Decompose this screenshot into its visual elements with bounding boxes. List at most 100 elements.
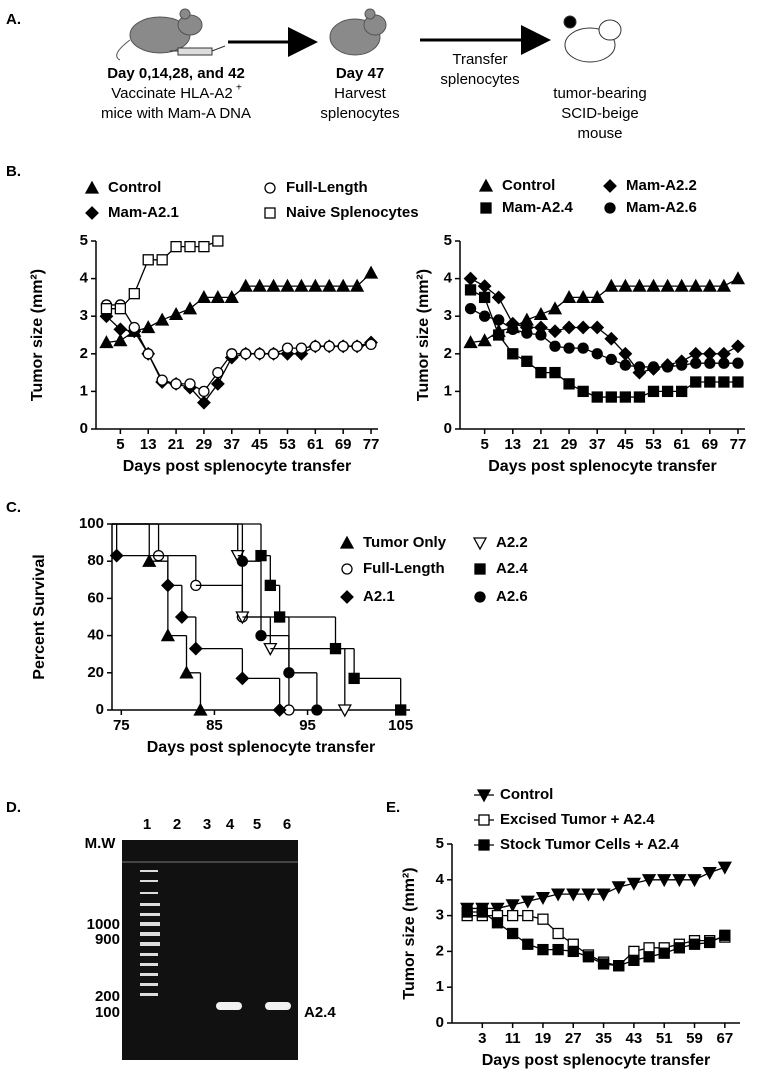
step-text: mouse [577,125,622,142]
marker [493,314,505,326]
marker [240,348,252,360]
x-tick-label: 35 [595,1030,612,1047]
legend-marker [476,789,492,803]
marker [170,240,182,253]
marker [657,874,672,888]
x-tick-label: 75 [113,717,130,734]
x-tick-label: 43 [626,1030,643,1047]
legend-marker [264,207,276,219]
marker [661,361,674,373]
step-title: Day 47 [336,65,384,82]
marker [591,348,603,360]
marker [336,278,351,292]
marker [309,340,321,352]
marker [491,917,504,929]
marker [604,331,619,346]
marker [266,278,281,292]
marker [604,278,619,292]
marker [363,265,379,279]
legend-marker [604,202,616,214]
lane-label: 5 [253,816,261,833]
marker [548,324,562,339]
mouse-icon [329,8,387,56]
legend-label: Full-Length [286,179,368,196]
marker [661,385,674,398]
marker [294,278,309,292]
panel-label: A. [6,11,21,28]
legend-label: Excised Tumor + A2.4 [500,811,655,828]
x-tick-label: 19 [535,1030,552,1047]
marker [702,278,717,292]
marker [196,290,212,304]
legend-marker [474,563,486,575]
x-tick-label: 37 [223,436,240,453]
marker [628,954,640,966]
band [265,1002,291,1010]
x-tick-label: 53 [279,436,296,453]
y-axis-title: Tumor size (mm²) [415,269,432,401]
marker [643,951,655,963]
marker [626,877,641,891]
marker [647,385,660,398]
y-tick-label: 1 [80,382,88,399]
x-tick-label: 51 [656,1030,673,1047]
lane-label: 3 [203,816,211,833]
y-tick-label: 100 [79,515,104,532]
marker [690,357,702,369]
marker [552,943,564,956]
legend-label: Control [502,177,555,194]
marker [731,339,745,354]
step-text: SCID-beige [561,105,639,122]
x-tick-label: 5 [116,436,124,453]
marker [365,338,377,351]
marker [395,704,407,716]
legend-marker [472,537,488,551]
marker [641,874,657,888]
size-label: 200 [95,988,120,1005]
legend-label: Tumor Only [363,534,447,551]
marker [730,271,746,285]
x-axis-title: Days post splenocyte transfer [147,739,376,756]
marker [197,395,211,410]
marker [567,945,579,958]
x-tick-label: 69 [335,436,352,453]
marker [491,290,506,305]
marker [704,936,716,949]
panel-label: B. [6,163,21,180]
marker [732,357,744,369]
marker [537,943,549,956]
marker [660,278,675,292]
marker [281,342,294,354]
marker [582,951,595,963]
y-tick-label: 40 [87,627,104,644]
x-tick-label: 95 [299,717,316,734]
y-tick-label: 80 [87,552,104,569]
marker [611,881,626,895]
marker [521,327,533,339]
marker [168,306,184,320]
lane-label: 6 [283,816,291,833]
marker [100,303,113,315]
marker [238,278,253,292]
x-tick-label: 3 [478,1030,486,1047]
legend-marker [474,591,486,603]
y-tick-label: 4 [436,871,445,888]
legend-marker [478,839,490,851]
marker [156,254,168,266]
marker [676,385,688,398]
marker [280,278,295,292]
marker [311,704,323,716]
marker [717,861,732,875]
band [216,1002,242,1010]
lane-label: 2 [173,816,181,833]
marker [142,254,154,266]
marker [605,391,617,403]
marker [128,321,140,334]
marker [633,361,646,373]
x-tick-label: 5 [480,436,488,453]
step-text: mice with Mam-A DNA [101,105,251,122]
marker [477,279,492,294]
marker [521,355,533,367]
marker [507,323,519,336]
legend-marker [480,202,492,214]
